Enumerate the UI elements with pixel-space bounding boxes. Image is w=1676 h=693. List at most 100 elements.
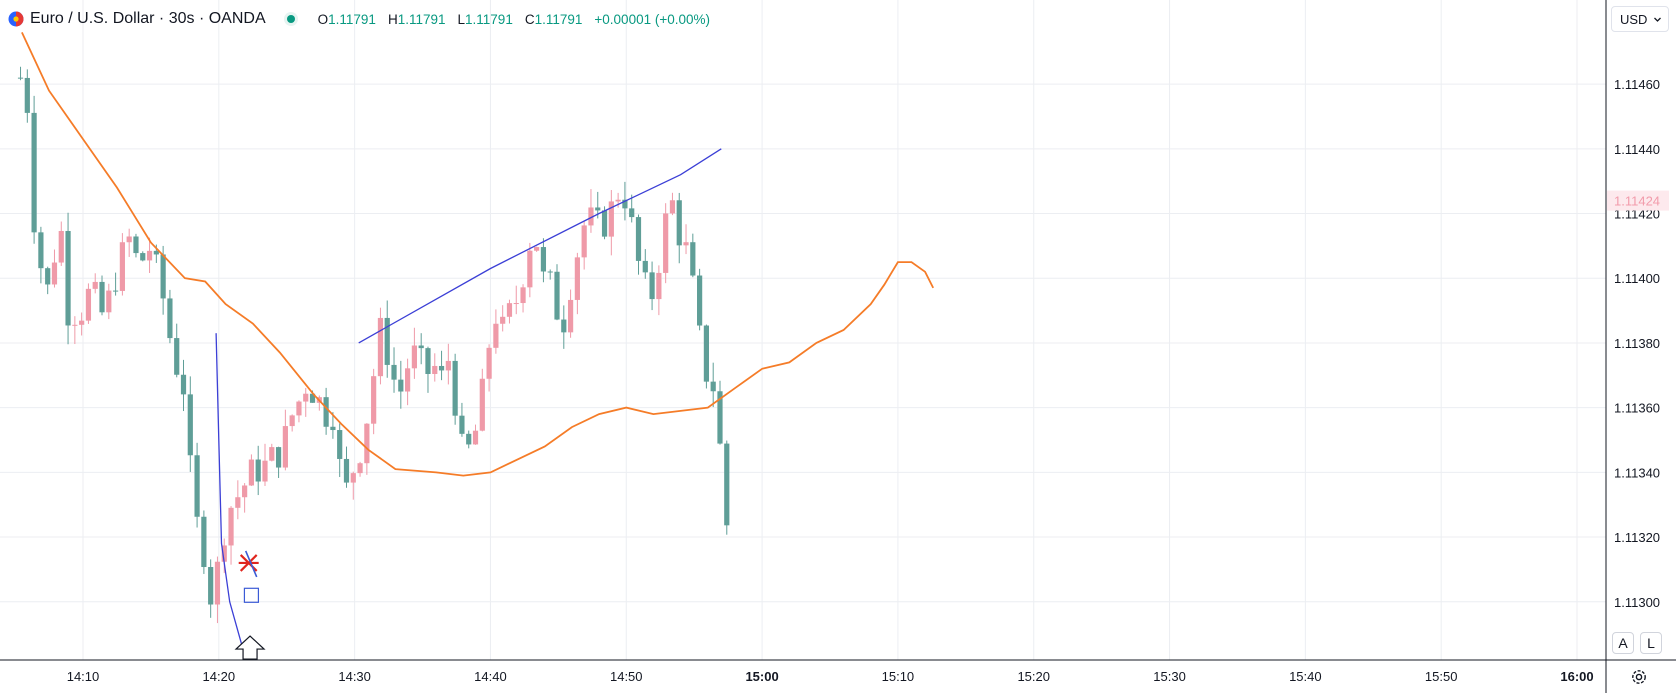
time-tick-label: 15:00 xyxy=(745,669,778,684)
candle-body xyxy=(567,299,574,333)
candle-body xyxy=(160,254,166,299)
candle-body xyxy=(167,298,173,339)
currency-label: USD xyxy=(1620,11,1648,27)
currency-select[interactable]: USD xyxy=(1611,6,1669,32)
time-tick-label: 16:00 xyxy=(1560,669,1593,684)
candle-body xyxy=(438,365,445,371)
candle-body xyxy=(663,213,669,273)
candle-body xyxy=(262,460,268,482)
x-marker-icon xyxy=(238,554,259,572)
box-marker-icon xyxy=(243,587,260,603)
eurusd-flag-icon xyxy=(8,11,24,27)
candle-body xyxy=(79,320,85,325)
candle-body xyxy=(561,319,567,333)
candle-body xyxy=(669,200,676,214)
candle-body xyxy=(595,207,601,211)
candle-body xyxy=(296,401,302,416)
candle-body xyxy=(133,236,139,254)
candle-body xyxy=(330,426,336,431)
candle-body xyxy=(520,287,526,304)
candle-body xyxy=(690,242,696,276)
candle-body xyxy=(146,250,153,261)
candle-body xyxy=(275,447,282,468)
candle-body xyxy=(269,447,275,461)
log-scale-button[interactable]: L xyxy=(1640,632,1662,654)
candle-body xyxy=(574,257,580,300)
price-tick-label: 1.11460 xyxy=(1614,77,1660,92)
candle-body xyxy=(31,112,37,233)
candle-body xyxy=(194,455,200,517)
candle-body xyxy=(106,290,112,313)
candle-body xyxy=(411,345,417,369)
moving-average-line xyxy=(21,32,935,477)
candle-body xyxy=(99,281,105,313)
trend-line-up xyxy=(358,148,722,344)
symbol-title[interactable]: Euro / U.S. Dollar · 30s · OANDA xyxy=(30,10,266,27)
candle-body xyxy=(384,317,390,365)
candle-body xyxy=(513,303,519,305)
time-tick-label: 15:30 xyxy=(1153,669,1186,684)
candle-body xyxy=(459,415,465,434)
candle-body xyxy=(635,217,642,261)
candle-body xyxy=(45,268,51,285)
candle-body xyxy=(180,374,187,395)
candle-body xyxy=(364,423,370,464)
time-tick-label: 14:50 xyxy=(610,669,643,684)
candle-body xyxy=(683,242,689,246)
candle-body xyxy=(119,242,125,291)
candle-body xyxy=(432,365,438,374)
candle-body xyxy=(242,485,248,498)
candle-body xyxy=(445,360,451,371)
candle-body xyxy=(710,381,716,392)
high-value: 1.11791 xyxy=(397,11,446,27)
candle-body xyxy=(303,393,309,402)
candle-body xyxy=(622,199,628,209)
candle-body xyxy=(554,271,560,320)
candle-body xyxy=(377,317,384,377)
candle-body xyxy=(337,430,343,459)
candle-body xyxy=(350,473,356,483)
candle-body xyxy=(697,275,703,326)
candle-body xyxy=(724,443,730,526)
time-tick-label: 15:10 xyxy=(882,669,915,684)
candle-body xyxy=(486,347,492,379)
candle-body xyxy=(581,225,587,258)
candle-body xyxy=(51,262,58,285)
price-tick-label: 1.11340 xyxy=(1614,465,1660,480)
candle-body xyxy=(649,272,655,300)
candle-body xyxy=(323,397,329,427)
candle-body xyxy=(717,391,723,444)
market-status-icon[interactable] xyxy=(283,12,298,26)
candle-body xyxy=(452,360,458,416)
candle-body xyxy=(187,394,193,456)
gear-icon[interactable] xyxy=(1628,666,1650,688)
candle-body xyxy=(255,459,261,482)
candle-body xyxy=(676,200,682,246)
candle-body xyxy=(208,567,214,605)
ohlc-values: O1.11791 H1.11791 L1.11791 C1.11791 +0.0… xyxy=(317,11,710,27)
candle-body xyxy=(235,497,241,508)
candle-body xyxy=(58,230,64,263)
candle-body xyxy=(418,345,424,349)
close-value: 1.11791 xyxy=(534,11,583,27)
change-value: +0.00001 (+0.00%) xyxy=(594,11,710,27)
time-tick-label: 15:20 xyxy=(1017,669,1050,684)
price-tick-label: 1.11320 xyxy=(1614,530,1660,545)
candle-body xyxy=(248,459,255,486)
candle-body xyxy=(472,430,479,445)
auto-scale-button[interactable]: A xyxy=(1612,632,1634,654)
legend-bar: Euro / U.S. Dollar · 30s · OANDA O1.1179… xyxy=(8,6,710,32)
trend-line-down xyxy=(215,333,244,651)
time-tick-label: 14:20 xyxy=(203,669,236,684)
low-value: 1.11791 xyxy=(465,11,513,27)
candle-body xyxy=(24,77,30,113)
candle-body xyxy=(615,199,621,202)
candle-body xyxy=(601,210,608,237)
candle-body xyxy=(479,378,485,431)
candle-body xyxy=(527,250,533,288)
candle-body xyxy=(500,316,506,324)
price-tick-label: 1.11300 xyxy=(1614,595,1660,610)
candle-body xyxy=(608,201,614,237)
candle-body xyxy=(425,348,431,374)
